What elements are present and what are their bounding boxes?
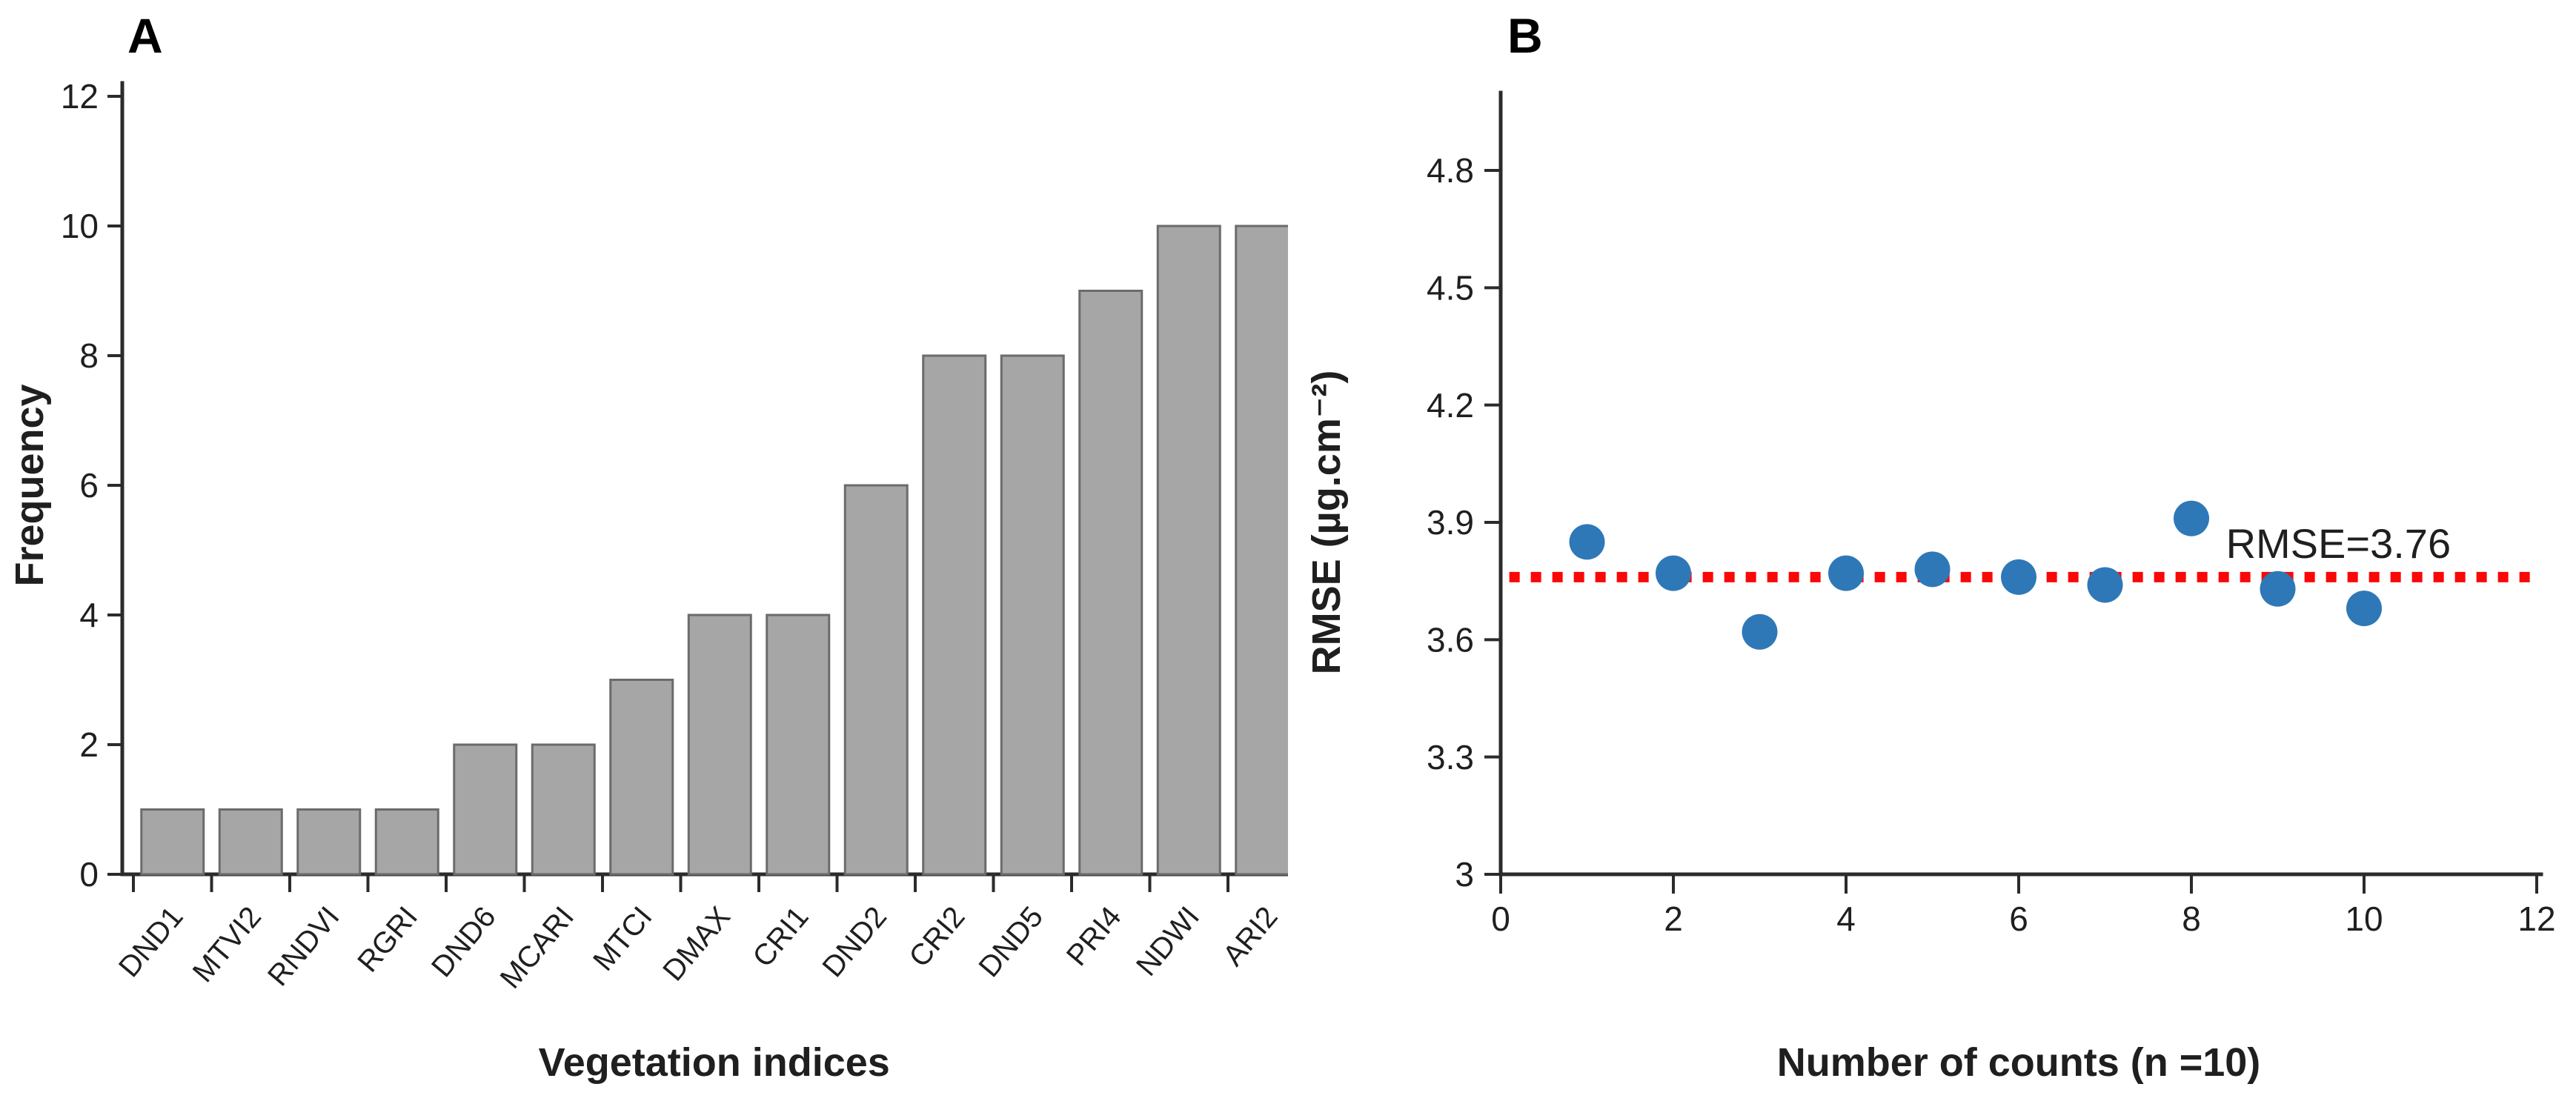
bar-ARI2 — [1235, 225, 1288, 876]
bar-PRI4 — [1078, 290, 1143, 876]
rmse-annotation: RMSE=3.76 — [2226, 520, 2451, 567]
y-tick-label: 4.2 — [1427, 386, 1474, 425]
bar-MTCI — [609, 679, 674, 876]
scatter-point-8 — [2174, 500, 2209, 536]
x-tick-label: 6 — [2009, 900, 2028, 938]
scatter-point-10 — [2346, 591, 2382, 627]
x-tick-label: 12 — [2517, 900, 2555, 938]
category-label-DND2: DND2 — [816, 901, 893, 984]
scatter-point-6 — [2001, 559, 2036, 595]
category-label-ARI2: ARI2 — [1217, 901, 1284, 972]
bar-DND2 — [843, 484, 909, 876]
y-tick-label: 6 — [79, 466, 99, 505]
category-label-MTCI: MTCI — [587, 901, 659, 977]
y-axis-title: RMSE (µg.cm⁻²) — [1304, 370, 1349, 675]
bar-DND5 — [1000, 354, 1065, 876]
x-tick-label: 0 — [1491, 900, 1510, 938]
category-label-MCARI: MCARI — [494, 901, 581, 995]
bar-RNDVI — [296, 808, 362, 876]
scatter-point-4 — [1828, 555, 1864, 591]
category-label-PRI4: PRI4 — [1060, 901, 1128, 972]
x-tick-label: 10 — [2345, 900, 2383, 938]
category-label-DND1: DND1 — [113, 901, 190, 984]
y-tick-label: 2 — [79, 725, 99, 764]
category-label-DND5: DND5 — [972, 901, 1049, 984]
scatter-point-9 — [2260, 571, 2296, 607]
y-tick-label: 3.3 — [1427, 738, 1474, 777]
panel-b-label: B — [1507, 8, 1544, 63]
category-label-NDWI: NDWI — [1130, 901, 1206, 982]
bar-DND1 — [140, 808, 205, 876]
scatter-chart-panel: 3 3.3 3.6 3.9 4.2 4.5 4.8 0 2 4 6 8 10 12 RMSE=3.76 Num… — [1288, 0, 2576, 1104]
x-axis-title: Number of counts (n =10) — [1777, 1040, 2261, 1085]
category-label-DMAX: DMAX — [657, 901, 737, 988]
x-tick-label: 4 — [1836, 900, 1856, 938]
bar-CRI1 — [766, 613, 831, 876]
bar-MTVI2 — [218, 808, 283, 876]
bar-MCARI — [531, 743, 596, 876]
y-tick-label: 8 — [79, 336, 99, 375]
panel-a-label: A — [127, 8, 164, 63]
y-tick-label: 3 — [1455, 855, 1474, 894]
category-label-CRI1: CRI1 — [746, 901, 814, 974]
scatter-chart-canvas: 3 3.3 3.6 3.9 4.2 4.5 4.8 0 2 4 6 8 10 12 RMSE=3.76 Num… — [1304, 90, 2556, 1085]
y-tick-label: 4.5 — [1427, 268, 1474, 307]
bar-DMAX — [687, 613, 752, 876]
x-tick-label: 8 — [2182, 900, 2201, 938]
y-tick-label: 4.8 — [1427, 151, 1474, 190]
y-tick-label: 12 — [61, 77, 99, 116]
x-axis-title: Vegetation indices — [539, 1040, 890, 1085]
bar-RGRI — [374, 808, 439, 876]
y-tick-label: 0 — [79, 855, 99, 894]
category-label-MTVI2: MTVI2 — [187, 901, 268, 989]
scatter-point-7 — [2087, 567, 2123, 603]
bar-NDWI — [1156, 225, 1221, 876]
category-label-RGRI: RGRI — [351, 901, 424, 979]
y-tick-label: 3.6 — [1427, 620, 1474, 659]
bar-CRI2 — [922, 354, 987, 876]
category-label-DND6: DND6 — [425, 901, 502, 984]
y-axis-title: Frequency — [7, 384, 52, 586]
scatter-point-5 — [1914, 551, 1951, 588]
scatter-point-1 — [1569, 524, 1605, 560]
category-label-RNDVI: RNDVI — [262, 901, 346, 993]
y-tick-label: 10 — [61, 207, 99, 245]
y-tick-label: 4 — [79, 596, 99, 634]
y-tick-label: 3.9 — [1427, 503, 1474, 542]
bar-DND6 — [453, 743, 518, 876]
scatter-point-3 — [1742, 613, 1778, 650]
bar-chart-panel: 0 2 4 6 8 10 12 DND1 MTVI2 RNDVI RGRI DND6 MCARI MTCI… — [7, 77, 1288, 1085]
x-tick-label: 2 — [1664, 900, 1683, 938]
category-label-CRI2: CRI2 — [903, 901, 971, 974]
scatter-point-2 — [1656, 555, 1691, 591]
